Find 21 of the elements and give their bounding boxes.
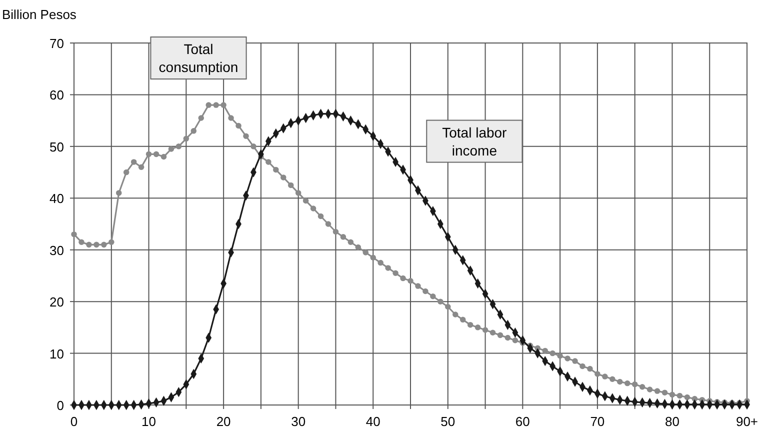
x-tick-label: 60 — [515, 414, 530, 429]
x-tick-label: 20 — [216, 414, 231, 429]
x-tick-label: 0 — [70, 414, 78, 429]
y-tick-label: 40 — [50, 191, 64, 206]
y-tick-label: 30 — [50, 242, 64, 258]
y-tick-label: 70 — [50, 36, 64, 51]
x-tick-label: 50 — [440, 414, 456, 429]
y-axis-title: Billion Pesos — [2, 7, 77, 22]
y-tick-label: 20 — [50, 294, 64, 310]
y-tick-label: 10 — [50, 346, 64, 362]
text: Total consumption — [158, 41, 238, 75]
y-tick-label: 60 — [50, 88, 64, 103]
text: Total labor income — [442, 124, 508, 158]
y-tick-label: 0 — [56, 398, 64, 413]
x-tick-label: 70 — [590, 414, 605, 429]
y-tick-label: 50 — [50, 139, 64, 154]
x-tick-label: 40 — [366, 414, 380, 429]
x-tick-label: 90+ — [736, 414, 758, 429]
x-tick-label: 30 — [291, 414, 306, 429]
x-tick-label: 80 — [664, 414, 680, 429]
x-tick-label: 10 — [142, 414, 156, 429]
